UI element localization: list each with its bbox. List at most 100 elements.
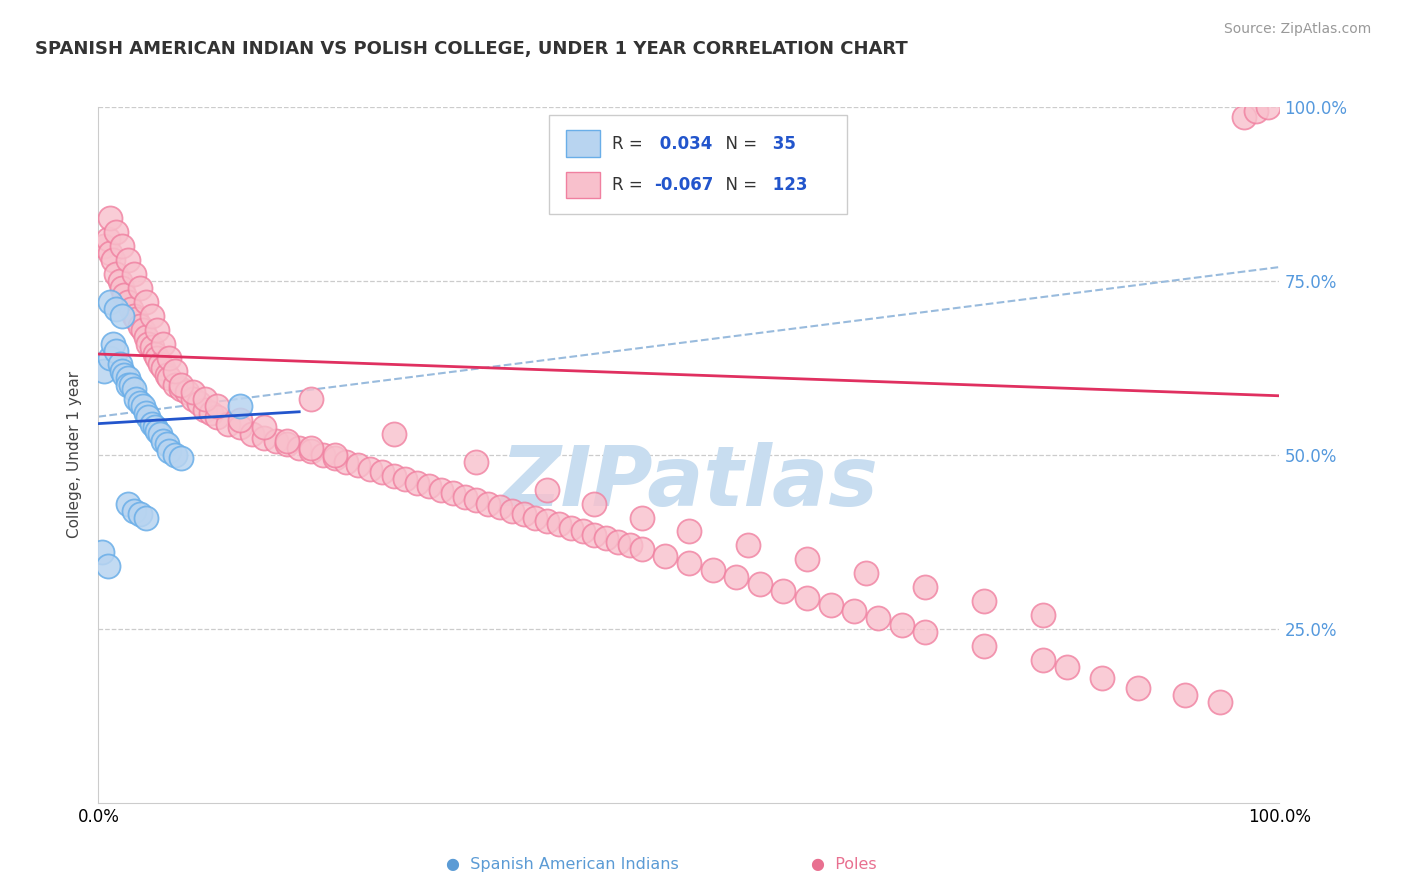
Point	[121, 378, 143, 392]
Point	[253, 420, 276, 434]
Point	[890, 618, 912, 632]
Point	[170, 378, 193, 392]
Point	[1244, 103, 1267, 118]
Point	[299, 441, 322, 455]
Point	[108, 274, 131, 288]
Point	[571, 524, 593, 539]
Point	[299, 392, 322, 407]
Point	[170, 451, 193, 466]
Point	[125, 392, 148, 407]
Point	[382, 427, 405, 442]
Point	[501, 503, 523, 517]
Point	[1174, 688, 1197, 702]
Point	[93, 239, 115, 253]
Point	[607, 534, 630, 549]
Point	[406, 475, 429, 490]
Point	[128, 281, 150, 295]
Point	[477, 497, 499, 511]
Point	[1056, 660, 1078, 674]
Point	[135, 406, 157, 420]
Point	[702, 563, 724, 577]
Point	[866, 611, 889, 625]
Point	[548, 517, 571, 532]
Point	[98, 246, 121, 260]
Text: -0.067: -0.067	[654, 176, 714, 194]
Point	[117, 371, 139, 385]
Text: N =: N =	[714, 176, 762, 194]
Point	[240, 427, 263, 442]
Point	[1032, 653, 1054, 667]
Point	[157, 444, 180, 458]
Text: SPANISH AMERICAN INDIAN VS POLISH COLLEGE, UNDER 1 YEAR CORRELATION CHART: SPANISH AMERICAN INDIAN VS POLISH COLLEG…	[35, 40, 908, 58]
Point	[323, 448, 346, 462]
Point	[117, 378, 139, 392]
Point	[136, 336, 159, 351]
Point	[98, 294, 121, 309]
Text: ZIPatlas: ZIPatlas	[501, 442, 877, 524]
Point	[465, 455, 488, 469]
Point	[630, 510, 652, 524]
Point	[181, 385, 204, 400]
Point	[512, 507, 534, 521]
Point	[748, 576, 770, 591]
Point	[141, 309, 163, 323]
Point	[157, 351, 180, 365]
Point	[111, 281, 134, 295]
Point	[121, 301, 143, 316]
Point	[737, 538, 759, 552]
Point	[125, 312, 148, 326]
Point	[143, 420, 166, 434]
Point	[205, 399, 228, 413]
Point	[855, 566, 877, 581]
Point	[1126, 681, 1149, 695]
Point	[111, 239, 134, 253]
Point	[796, 591, 818, 605]
Point	[725, 570, 748, 584]
Point	[583, 497, 606, 511]
Point	[678, 556, 700, 570]
Point	[371, 466, 394, 480]
Point	[453, 490, 475, 504]
Point	[524, 510, 547, 524]
Point	[152, 434, 174, 448]
Point	[152, 336, 174, 351]
Text: 123: 123	[766, 176, 807, 194]
Point	[135, 329, 157, 343]
Point	[394, 472, 416, 486]
Point	[128, 396, 150, 410]
Point	[560, 521, 582, 535]
Point	[165, 378, 187, 392]
Point	[1091, 671, 1114, 685]
Point	[105, 343, 128, 358]
Point	[101, 336, 124, 351]
Point	[135, 510, 157, 524]
Point	[136, 409, 159, 424]
Point	[229, 413, 252, 427]
Point	[844, 605, 866, 619]
Point	[1257, 100, 1279, 114]
Point	[619, 538, 641, 552]
Point	[128, 507, 150, 521]
Point	[105, 225, 128, 239]
Point	[156, 368, 179, 382]
Point	[194, 392, 217, 407]
Y-axis label: College, Under 1 year: College, Under 1 year	[67, 371, 83, 539]
Point	[97, 232, 120, 246]
Point	[276, 434, 298, 448]
Point	[93, 364, 115, 378]
Point	[441, 486, 464, 500]
Point	[170, 382, 193, 396]
Point	[128, 319, 150, 334]
Point	[312, 448, 335, 462]
Point	[91, 545, 114, 559]
Point	[152, 360, 174, 375]
Point	[288, 441, 311, 455]
Point	[187, 396, 209, 410]
Point	[117, 253, 139, 268]
Point	[772, 583, 794, 598]
Point	[141, 417, 163, 431]
Point	[359, 462, 381, 476]
Point	[465, 493, 488, 508]
Point	[122, 309, 145, 323]
Point	[418, 479, 440, 493]
